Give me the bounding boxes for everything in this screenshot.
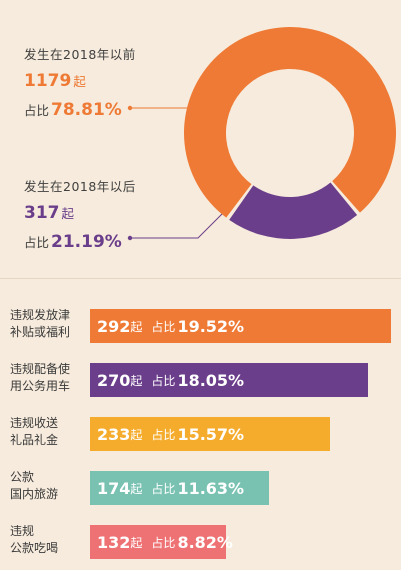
- bar-category-line: 违规: [10, 524, 35, 538]
- bar-unit: 起: [130, 427, 143, 442]
- bar-row-3: 公款 国内旅游 174 起占比 11.63%: [0, 469, 401, 507]
- bar-value: 233: [97, 424, 131, 444]
- bar-category-label: 公款 国内旅游: [10, 469, 90, 503]
- bar: 292 起占比 19.52%: [90, 309, 391, 343]
- donut-chart: [127, 26, 396, 241]
- bar-share-label: 占比: [151, 427, 176, 442]
- bar-category-line: 公款: [10, 470, 35, 484]
- slice-after-share-label: 占比: [24, 235, 50, 250]
- donut-section: 发生在2018年以前 1179 起 占比 78.81% 发生在2018年以后 317…: [0, 0, 401, 278]
- bar-row-1: 违规配备使 用公务用车 270 起占比 18.05%: [0, 361, 401, 399]
- slice-label-before-2018: 发生在2018年以前 1179 起 占比 78.81%: [24, 44, 136, 120]
- bar-percent: 19.52%: [177, 316, 245, 336]
- bar-category-line: 补贴或福利: [10, 325, 71, 339]
- bar: 270 起占比 18.05%: [90, 363, 369, 397]
- slice-before-share-label: 占比: [24, 103, 50, 118]
- bar-row-2: 违规收送 礼品礼金 233 起占比 15.57%: [0, 415, 401, 453]
- bar-share-label: 占比: [151, 319, 176, 334]
- slice-before-unit: 起: [73, 74, 86, 89]
- bar-category-label: 违规发放津补贴或福利: [10, 307, 90, 341]
- slice-after-count: 317 起: [24, 203, 136, 223]
- slice-after-share: 占比 21.19%: [24, 232, 136, 252]
- bar-value: 174: [97, 478, 131, 498]
- bar-share-label: 占比: [151, 481, 176, 496]
- bar-percent: 8.82%: [177, 532, 233, 552]
- slice-before-count: 1179 起: [24, 71, 136, 91]
- bar-percent: 18.05%: [177, 370, 245, 390]
- bar-share-label: 占比: [151, 373, 176, 388]
- bar-unit: 起: [130, 481, 143, 496]
- leader-line-after-dot: [127, 235, 133, 241]
- bar-unit: 起: [130, 373, 143, 388]
- bar-percent: 11.63%: [177, 478, 245, 498]
- donut-slice-0: [183, 26, 396, 218]
- bar-unit: 起: [130, 319, 143, 334]
- bar-category-label: 违规 公款吃喝: [10, 523, 90, 557]
- bar-category-line: 违规发放津: [10, 308, 71, 322]
- bar-category-line: 公款吃喝: [10, 541, 59, 555]
- bar-value: 270: [97, 370, 131, 390]
- slice-before-caption: 发生在2018年以前: [24, 47, 136, 62]
- bar: 174 起占比 11.63%: [90, 471, 270, 505]
- bar-value: 132: [97, 532, 131, 552]
- bar-category-label: 违规配备使用公务用车: [10, 361, 90, 395]
- slice-label-after-2018: 发生在2018年以后 317 起 占比 21.19%: [24, 176, 136, 252]
- bar-value: 292: [97, 316, 131, 336]
- slice-after-percent: 21.19%: [51, 232, 122, 252]
- leader-line-after: [130, 213, 223, 239]
- slice-after-value: 317: [24, 203, 60, 223]
- bar-row-0: 违规发放津 补贴或福利 292 起占比 19.52%: [0, 307, 401, 345]
- leader-line-before-dot: [127, 105, 133, 111]
- bar-percent: 15.57%: [177, 424, 245, 444]
- bar-share-label: 占比: [151, 535, 176, 550]
- bar-category-line: 礼品礼金: [10, 433, 59, 447]
- bar-unit: 起: [130, 535, 143, 550]
- bar-category-line: 用公务用车: [10, 379, 71, 393]
- slice-before-percent: 78.81%: [51, 100, 122, 120]
- bar-category-label: 违规收送 礼品礼金: [10, 415, 90, 449]
- bar: 233 起占比 15.57%: [90, 417, 331, 451]
- bar: 132 起占比 8.82%: [90, 525, 233, 559]
- slice-before-share: 占比 78.81%: [24, 100, 136, 120]
- bar-category-line: 违规收送: [10, 416, 59, 430]
- slice-after-unit: 起: [61, 206, 75, 221]
- slice-before-value: 1179: [24, 71, 72, 91]
- donut-slice-1: [229, 182, 358, 240]
- slice-after-caption: 发生在2018年以后: [24, 179, 136, 194]
- bar-category-line: 违规配备使: [10, 362, 71, 376]
- bar-row-4: 违规 公款吃喝 132 起占比 8.82%: [0, 523, 401, 561]
- section-divider: [0, 278, 401, 279]
- bar-category-line: 国内旅游: [10, 487, 59, 501]
